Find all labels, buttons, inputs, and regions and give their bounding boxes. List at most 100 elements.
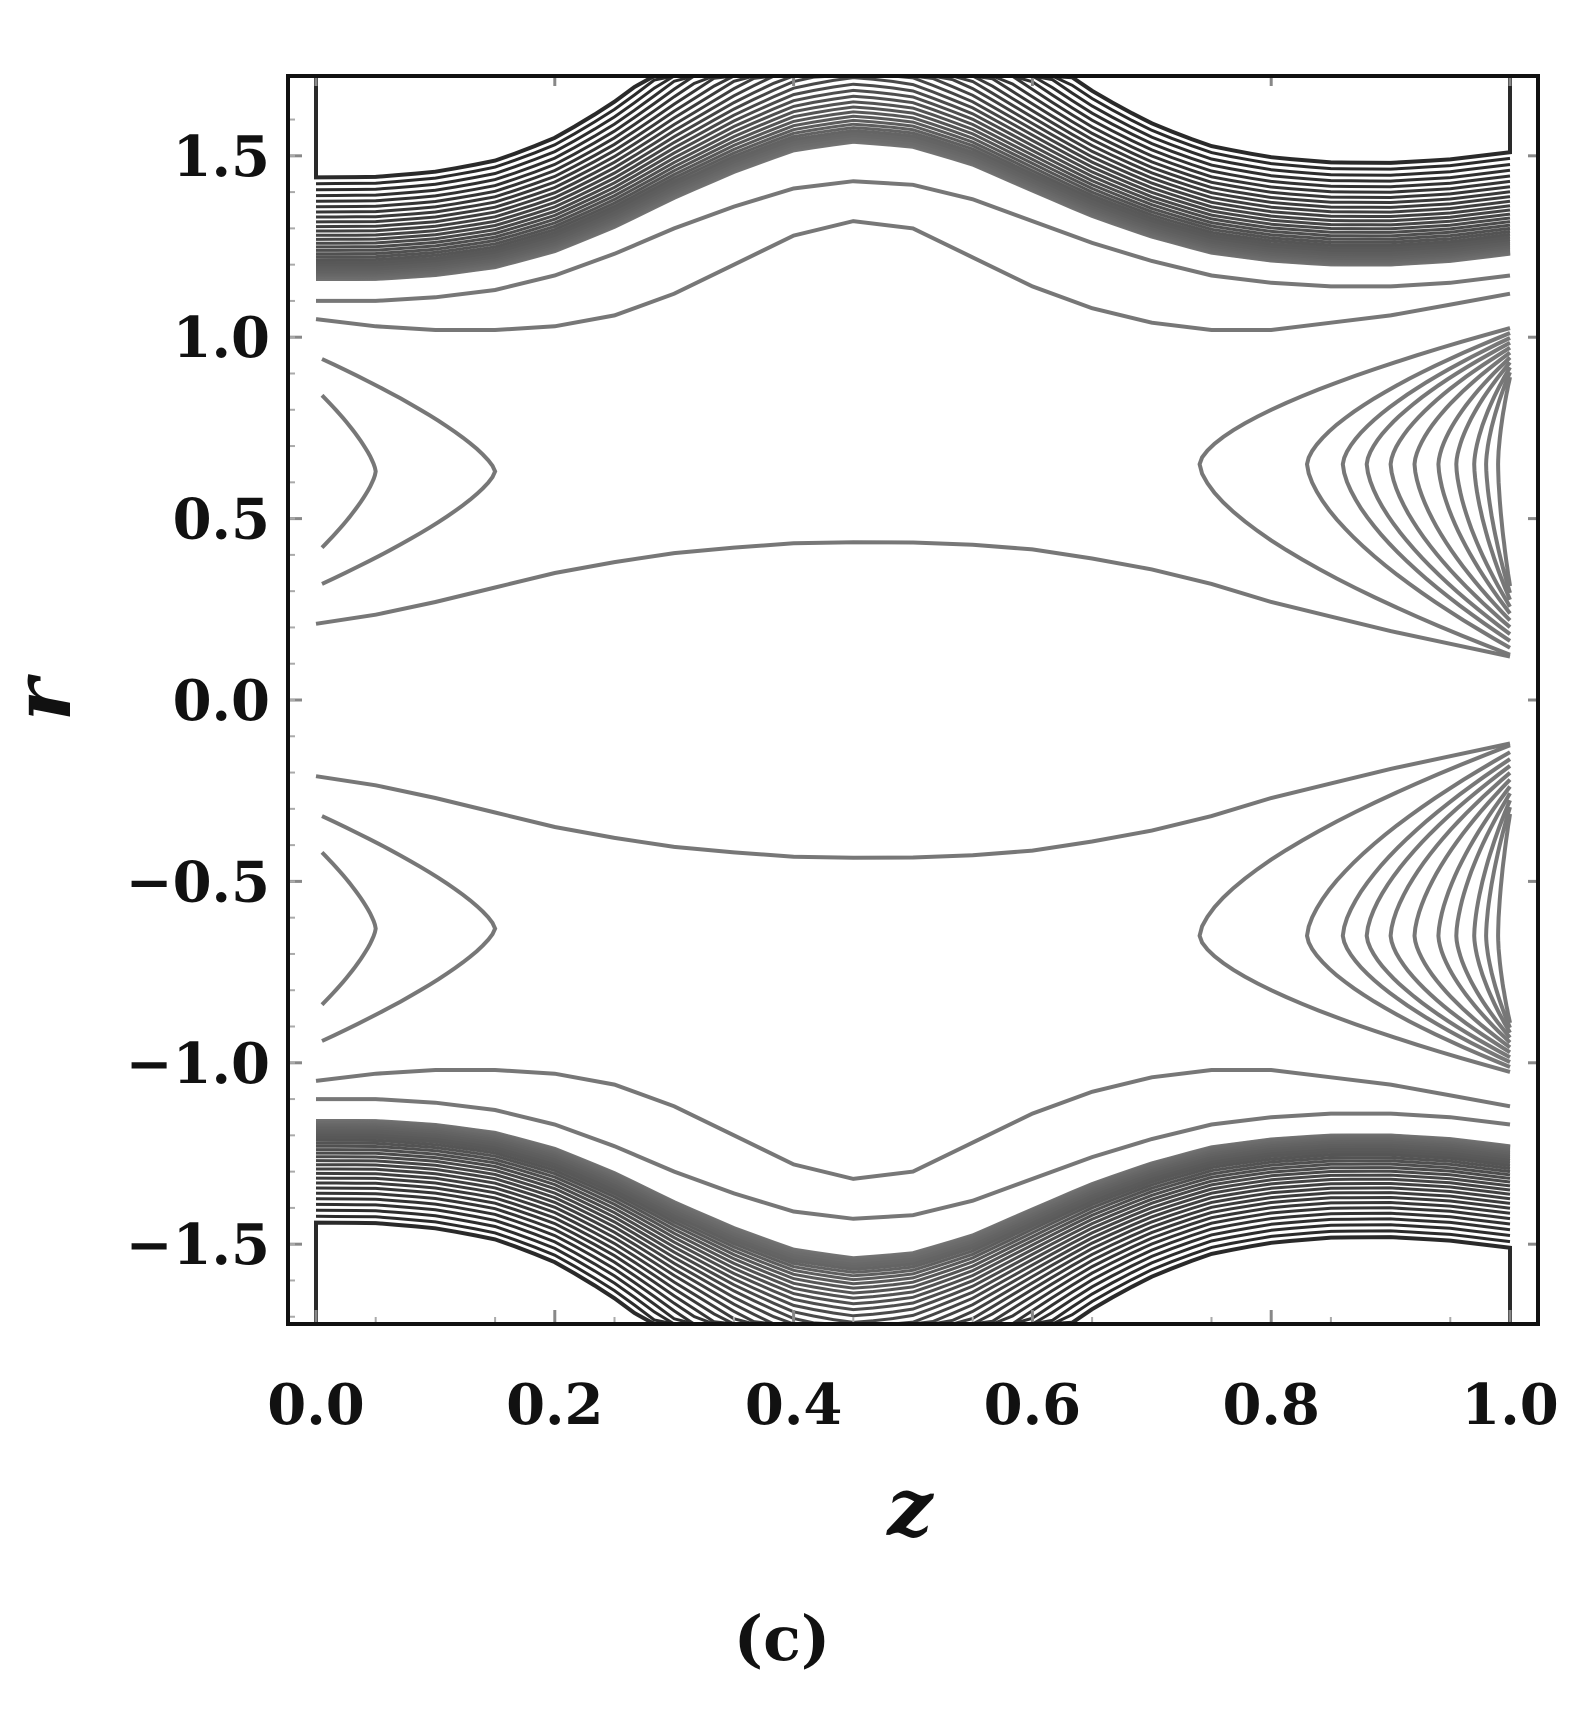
contour-line-dense [315,76,1511,186]
contour-line-dense [316,1131,1511,1282]
contour-line-dense [316,76,1511,219]
y-tick-label: 1.0 [173,305,270,371]
contour-line [1472,799,1512,1034]
contour-line [315,741,1511,860]
contour-line [321,814,498,1043]
contour-line-dense [316,122,1511,271]
contour-line-dense [315,1197,1511,1324]
contour-line-dense [316,1127,1511,1274]
panel-label: (c) [734,1602,830,1675]
contour-line [1436,356,1512,615]
contour-line-dense [315,1125,1511,1271]
y-tick-label: −0.5 [126,849,270,915]
contour-line [320,851,378,1007]
contour-line-dense [316,114,1511,267]
contour-line [1412,778,1512,1050]
contour-line-dense [315,1214,1511,1324]
contour-line-dense [315,1208,1511,1324]
y-tick-label: −1.0 [126,1031,270,1097]
contour-line [1364,341,1512,636]
contour-line [316,1097,1511,1221]
contour-line [1496,376,1512,587]
y-tick-label: 1.5 [173,124,270,190]
contour-line-dense [316,94,1511,256]
contour-line-dense [315,76,1511,214]
contour-line [316,179,1511,303]
contour-line-dense [315,1155,1511,1324]
contour-line-dense [316,1136,1511,1290]
contour-line-dense [315,1171,1511,1324]
contour-line-dense [316,1148,1511,1312]
contour-line-dense [316,1167,1511,1324]
contour-lines [314,76,1512,1324]
y-tick-label: 0.0 [173,668,270,734]
contour-line [1472,366,1512,601]
contour-line-dense [316,1133,1511,1286]
contour-line-dense [316,76,1511,237]
contour-line [1484,806,1512,1029]
contour-line-dense [316,1181,1511,1324]
contour-line [1454,792,1512,1039]
x-tick-label: 0.2 [506,1372,603,1438]
contour-line-dense [315,76,1511,198]
contour-line [1197,743,1511,1074]
contour-edge [314,1220,1512,1324]
contour-edge [314,76,1512,180]
x-tick-label: 1.0 [1461,1372,1558,1438]
contour-line [315,1068,1511,1181]
contour-line-dense [316,1151,1511,1318]
contour-line-dense [316,110,1511,264]
contour-line-dense [315,76,1511,245]
contour-line-dense [315,1176,1511,1324]
contour-line-dense [315,76,1511,224]
contour-line-dense [315,129,1511,275]
contour-line [1436,785,1512,1044]
contour-line-dense [316,1144,1511,1306]
contour-line [1340,757,1512,1064]
x-axis-title: z [885,1460,934,1554]
contour-line-dense [315,76,1511,203]
contour-line [1304,331,1511,650]
contour-line [1484,371,1512,594]
contour-line-dense [316,118,1511,269]
contour-line-dense [316,88,1511,252]
x-tick-label: 0.0 [267,1372,364,1438]
y-tick-label: 0.5 [173,487,270,553]
contour-line-dense [316,1129,1511,1278]
contour-line [320,393,378,549]
x-tick-label: 0.8 [1222,1372,1319,1438]
contour-line-dense [315,1202,1511,1324]
plot-background [288,76,1538,1324]
contour-line [1364,764,1512,1059]
contour-line [321,357,498,586]
contour-line-dense [315,1138,1511,1295]
contour-line [1388,771,1512,1054]
contour-line-dense [316,126,1511,273]
tick-labels: 0.0 0.2 0.4 0.6 0.8 1.0 −1.5 −1.0 −0.5 0.0 0.5 1.0 1… [126,124,1559,1438]
contour-line-dense [315,1186,1511,1324]
contour-line-dense [315,1141,1511,1300]
x-tick-label: 0.4 [745,1372,842,1438]
y-axis-title: r [0,674,89,721]
contour-line [1340,336,1512,643]
contour-line [1197,326,1511,657]
y-tick-label: −1.5 [126,1212,270,1278]
contour-line-dense [315,76,1511,209]
contour-line-dense [316,82,1511,249]
contour-line [315,540,1511,659]
contour-line [1412,350,1512,622]
contour-line [1496,813,1512,1024]
contour-line [1388,346,1512,629]
contour-line-dense [315,100,1511,259]
contour-line-dense [315,105,1511,262]
contour-line-dense [316,76,1511,233]
contour-line [315,219,1511,332]
contour-line-dense [315,76,1511,229]
x-tick-label: 0.6 [984,1372,1081,1438]
contour-line-dense [316,1163,1511,1324]
contour-line-dense [315,1191,1511,1324]
contour-line-dense [315,76,1511,192]
contour-line [1454,361,1512,608]
plot-frame [286,74,1540,1326]
